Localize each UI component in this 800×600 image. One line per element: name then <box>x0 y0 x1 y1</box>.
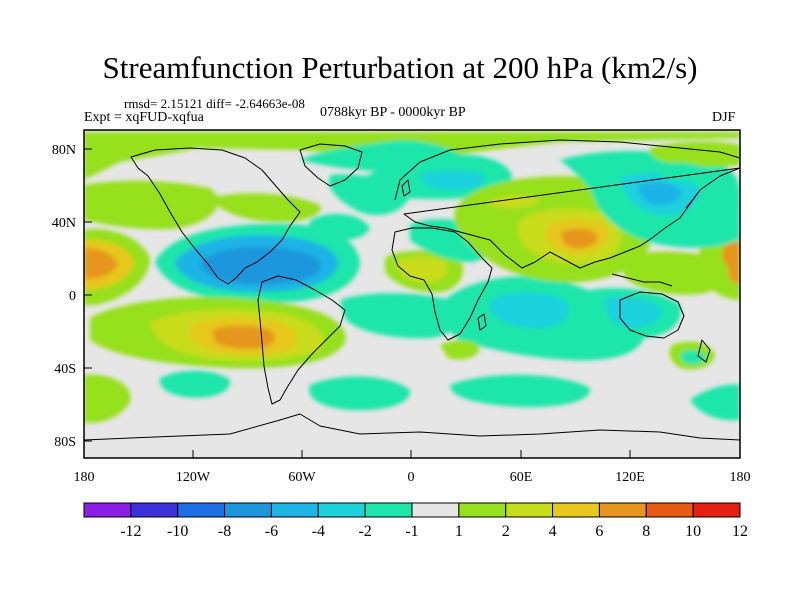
coast-madagascar <box>477 313 487 331</box>
field-west-africa-yellow <box>395 256 449 283</box>
coast-eurasia <box>394 139 740 269</box>
coast-new-zealand <box>697 339 711 363</box>
colorbar-swatch <box>317 502 366 518</box>
figure-title: Streamfunction Perturbation at 200 hPa (… <box>102 50 698 85</box>
longitude-axis: 180 120W 60W 0 60E 120E 180 <box>74 450 751 485</box>
field-north-pacific-right-lime <box>649 141 740 167</box>
field-south-ocean-cyan <box>450 374 591 408</box>
lon-tick-label: 60W <box>288 470 316 485</box>
lon-tick-label: 120W <box>176 470 211 485</box>
field-west-pacific-lime <box>620 251 729 295</box>
colorbar-swatch <box>177 502 226 518</box>
time-period-label: 0788kyr BP - 0000kyr BP <box>320 105 466 120</box>
contour-fields <box>84 132 740 423</box>
colorbar-swatch <box>645 502 694 518</box>
colorbar-label: -6 <box>265 523 278 540</box>
rmsd-diff-stats: rmsd= 2.15121 diff= -2.64663e-08 <box>124 96 305 111</box>
coast-north-america <box>130 147 301 285</box>
field-caribbean-blue <box>200 246 321 285</box>
lon-tick-label: 180 <box>74 470 95 485</box>
field-central-atlantic-cyan <box>340 293 461 339</box>
coast-indonesia <box>611 273 673 287</box>
latitude-axis: 80N 40N 0 40S 80S <box>52 143 92 450</box>
field-mideast-yellow <box>489 195 540 209</box>
colorbar-label: -10 <box>167 523 188 540</box>
field-south-america-core <box>212 325 275 349</box>
field-australia-teal <box>605 296 663 328</box>
coast-uk <box>401 179 411 197</box>
lat-tick-label: 80S <box>54 435 76 450</box>
coast-antarctica <box>84 413 740 441</box>
colorbar-label: 10 <box>685 523 701 540</box>
field-new-zealand-cyan <box>680 350 706 365</box>
lat-tick-label: 40S <box>54 362 76 377</box>
lon-tick-label: 60E <box>510 470 533 485</box>
experiment-label: Expt = xqFUD-xqfua <box>84 110 204 125</box>
field-south-asia-core <box>561 228 598 248</box>
lat-tick-label: 0 <box>69 289 76 304</box>
colorbar-swatch <box>270 502 319 518</box>
colorbar-label: -4 <box>312 523 325 540</box>
coastlines <box>84 139 740 441</box>
field-far-south-cyan <box>690 384 740 421</box>
coast-south-america <box>257 275 346 405</box>
colorbar-swatch <box>364 502 413 518</box>
field-atlantic-cyan <box>309 213 370 241</box>
colorbar-label: 6 <box>595 523 603 540</box>
field-north-pacific-right-cyan <box>654 162 712 182</box>
colorbar-label: 12 <box>732 523 748 540</box>
lat-tick-label: 80N <box>52 143 76 158</box>
field-south-atlantic-cyan <box>309 376 411 411</box>
colorbar-label: 1 <box>455 523 463 540</box>
season-label: DJF <box>712 110 736 125</box>
field-indian-ocean-teal <box>490 292 569 329</box>
field-subtropical-ridge-lime <box>210 193 321 222</box>
field-north-pacific-lime <box>84 180 219 230</box>
field-east-asia-blue <box>638 182 682 206</box>
colorbar-swatch <box>458 502 507 518</box>
coast-japan <box>685 189 701 209</box>
field-central-pacific-core <box>84 248 118 279</box>
lon-tick-label: 0 <box>408 470 415 485</box>
colorbar-label: 4 <box>549 523 557 540</box>
colorbar-swatch <box>552 502 600 518</box>
colorbar-swatch <box>411 502 460 518</box>
colorbar-swatch <box>598 502 647 518</box>
coast-greenland <box>299 143 363 187</box>
map-frame <box>83 129 741 459</box>
colorbar-swatch <box>130 502 179 518</box>
lon-tick-label: 120E <box>615 470 645 485</box>
lon-tick-label: 180 <box>730 470 751 485</box>
colorbar-label: -8 <box>218 523 231 540</box>
colorbar-label: 2 <box>502 523 510 540</box>
lat-tick-label: 40N <box>52 216 76 231</box>
field-southern-africa-lime <box>440 340 480 360</box>
coast-africa <box>391 227 493 341</box>
colorbar-label: -1 <box>405 523 418 540</box>
coast-australia <box>619 291 685 339</box>
colorbar-label: 8 <box>642 523 650 540</box>
colorbar-swatch <box>692 502 741 518</box>
colorbar-swatch <box>505 502 554 518</box>
colorbar-label: -2 <box>358 523 371 540</box>
colorbar-swatch <box>83 502 132 518</box>
field-europe-teal <box>420 169 486 190</box>
colorbar-label: -12 <box>120 523 141 540</box>
colorbar: -12 -10 -8 -6 -4 -2 -1 1 2 4 6 8 10 12 <box>83 502 748 540</box>
colorbar-swatch <box>224 502 272 518</box>
field-south-pacific-lime <box>84 374 131 423</box>
field-south-pacific-cyan <box>159 370 231 398</box>
